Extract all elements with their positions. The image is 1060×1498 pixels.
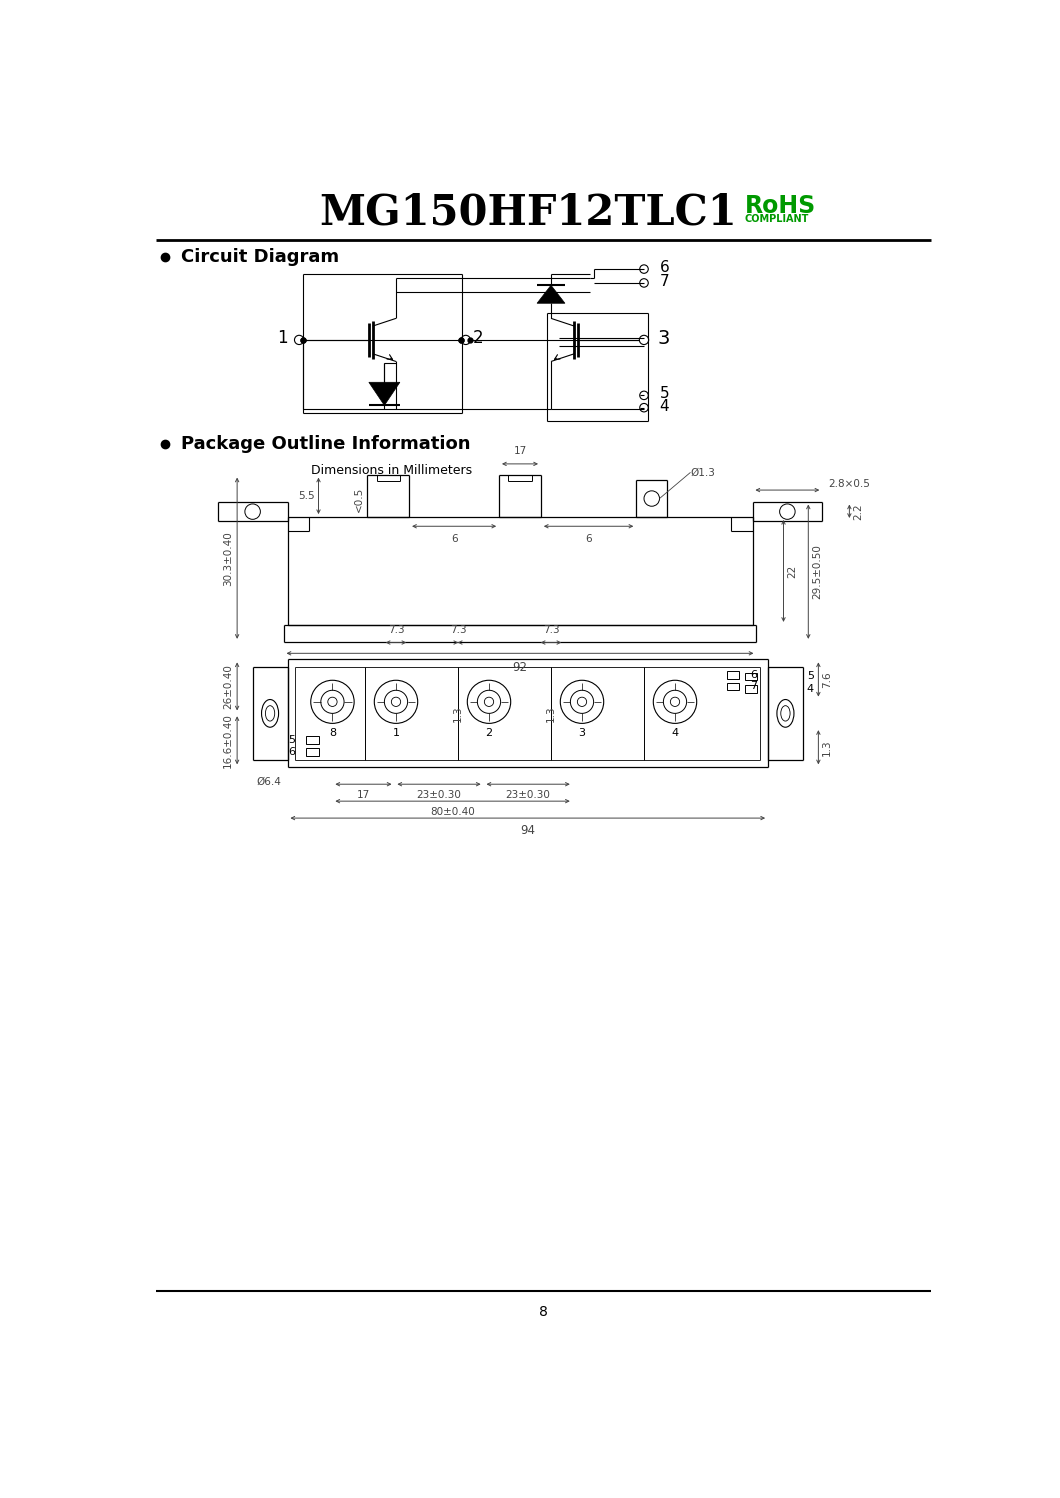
Text: 23±0.30: 23±0.30 bbox=[506, 791, 550, 800]
Text: RoHS: RoHS bbox=[745, 193, 816, 217]
Text: Ø6.4: Ø6.4 bbox=[257, 776, 281, 786]
Text: 1: 1 bbox=[277, 330, 287, 348]
Text: Ø1.3: Ø1.3 bbox=[690, 467, 716, 478]
Text: 6: 6 bbox=[585, 533, 591, 544]
Text: 16.6±0.40: 16.6±0.40 bbox=[224, 713, 233, 768]
Text: 5: 5 bbox=[807, 671, 814, 682]
Bar bbox=[745, 673, 757, 680]
Text: 8: 8 bbox=[329, 728, 336, 739]
Text: 7.6: 7.6 bbox=[823, 671, 832, 688]
Text: 4: 4 bbox=[807, 683, 814, 694]
Polygon shape bbox=[369, 382, 400, 406]
Text: 6: 6 bbox=[750, 670, 757, 680]
Bar bbox=[727, 683, 739, 691]
Text: 7.3: 7.3 bbox=[543, 625, 560, 635]
Bar bbox=[745, 685, 757, 692]
Text: 1.3: 1.3 bbox=[453, 706, 463, 722]
Text: 7: 7 bbox=[750, 682, 757, 692]
Text: 23±0.30: 23±0.30 bbox=[417, 791, 461, 800]
Text: Circuit Diagram: Circuit Diagram bbox=[180, 247, 339, 265]
Text: 29.5±0.50: 29.5±0.50 bbox=[812, 544, 823, 599]
Text: 26±0.40: 26±0.40 bbox=[224, 664, 233, 709]
Text: 2.2: 2.2 bbox=[853, 503, 863, 520]
Text: 4: 4 bbox=[659, 398, 669, 413]
Bar bbox=[306, 748, 318, 755]
Text: 1.3: 1.3 bbox=[546, 706, 556, 722]
Text: <0.5: <0.5 bbox=[354, 487, 364, 512]
Polygon shape bbox=[537, 285, 565, 303]
Text: 2.8×0.5: 2.8×0.5 bbox=[829, 478, 870, 488]
Bar bbox=[727, 671, 739, 679]
Text: 1: 1 bbox=[392, 728, 400, 739]
Text: 1.3: 1.3 bbox=[823, 739, 832, 755]
Text: 2: 2 bbox=[473, 328, 483, 346]
Text: 80±0.40: 80±0.40 bbox=[430, 807, 475, 818]
Text: MG150HF12TLC1: MG150HF12TLC1 bbox=[319, 192, 737, 234]
Text: 6: 6 bbox=[450, 533, 458, 544]
Text: 17: 17 bbox=[513, 446, 527, 457]
Text: 4: 4 bbox=[671, 728, 678, 739]
Text: COMPLIANT: COMPLIANT bbox=[745, 214, 809, 225]
Text: 2: 2 bbox=[485, 728, 493, 739]
Text: 92: 92 bbox=[512, 661, 528, 674]
Text: 7.3: 7.3 bbox=[388, 625, 404, 635]
Text: 8: 8 bbox=[538, 1305, 548, 1318]
Bar bbox=[306, 737, 318, 745]
Text: 6: 6 bbox=[659, 261, 669, 276]
Text: 22: 22 bbox=[788, 565, 797, 578]
Text: 3: 3 bbox=[657, 330, 670, 348]
Text: 30.3±0.40: 30.3±0.40 bbox=[224, 530, 233, 586]
Text: 5.5: 5.5 bbox=[298, 491, 315, 500]
Text: 3: 3 bbox=[579, 728, 585, 739]
Text: 6: 6 bbox=[288, 748, 296, 756]
Text: 7.3: 7.3 bbox=[449, 625, 466, 635]
Text: Package Outline Information: Package Outline Information bbox=[180, 434, 470, 452]
Text: 94: 94 bbox=[520, 824, 535, 837]
Text: Dimensions in Millimeters: Dimensions in Millimeters bbox=[311, 464, 472, 478]
Text: 7: 7 bbox=[659, 274, 669, 289]
Text: 5: 5 bbox=[288, 736, 296, 746]
Text: 17: 17 bbox=[357, 791, 370, 800]
Text: 5: 5 bbox=[659, 386, 669, 401]
